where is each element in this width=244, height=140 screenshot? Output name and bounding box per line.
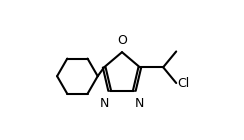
Text: Cl: Cl [178,77,190,90]
Text: N: N [135,97,144,110]
Text: N: N [100,97,109,110]
Text: O: O [117,34,127,47]
